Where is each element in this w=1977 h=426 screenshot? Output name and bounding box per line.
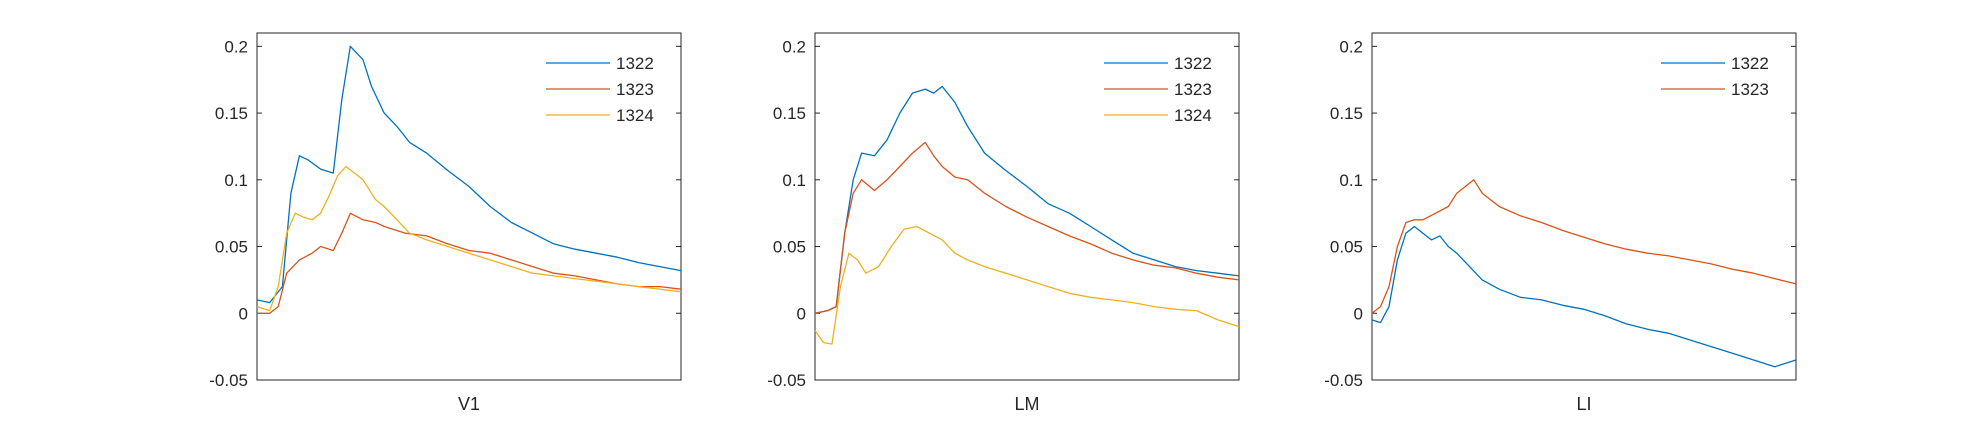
chart-panel-1: -0.05 0 0.05 0.1 0.15 0.2 V1 1322 1323 1324 — [209, 32, 682, 414]
chart-panel-2: -0.05 0 0.05 0.1 0.15 0.2 LM 1322 1323 1324 — [767, 32, 1240, 414]
legend-label-1322: 1322 — [1731, 54, 1769, 73]
y-tick-label: 0.1 — [224, 171, 248, 190]
series-line-1322 — [1371, 225, 1797, 368]
legend-label-1323: 1323 — [1174, 80, 1212, 99]
y-tick-label: 0.05 — [215, 238, 248, 257]
plot-area-frame — [814, 32, 1240, 381]
series-line-1324 — [814, 225, 1240, 345]
y-tick-label: 0.2 — [224, 37, 248, 56]
legend-label-1322: 1322 — [616, 54, 654, 73]
legend-label-1323: 1323 — [1731, 80, 1769, 99]
y-tick-label: 0.05 — [1330, 238, 1363, 257]
y-tick-label: 0 — [239, 304, 248, 323]
y-tick-label: 0 — [1354, 304, 1363, 323]
legend: 1322 1323 1324 — [546, 54, 654, 125]
y-tick-label: -0.05 — [209, 371, 248, 390]
series-line-1323 — [1371, 179, 1797, 314]
plot-area-frame — [1371, 32, 1797, 381]
legend-label-1324: 1324 — [616, 106, 654, 125]
x-axis-label: LI — [1576, 394, 1591, 414]
chart-panel-3: -0.05 0 0.05 0.1 0.15 0.2 LI 1322 1323 — [1324, 32, 1797, 414]
y-tick-label: 0.15 — [1330, 104, 1363, 123]
legend-label-1324: 1324 — [1174, 106, 1212, 125]
y-tick-label: 0.15 — [215, 104, 248, 123]
y-tick-label: 0.05 — [773, 238, 806, 257]
y-tick-label: 0.1 — [1339, 171, 1363, 190]
legend-label-1323: 1323 — [616, 80, 654, 99]
y-tick-label: 0.15 — [773, 104, 806, 123]
plot-area-frame — [256, 32, 682, 381]
legend-label-1322: 1322 — [1174, 54, 1212, 73]
x-axis-label: LM — [1014, 394, 1039, 414]
legend: 1322 1323 — [1661, 54, 1769, 99]
y-tick-label: 0 — [797, 304, 806, 323]
series-line-1324 — [256, 165, 682, 312]
series-line-1322 — [256, 45, 682, 304]
y-tick-label: -0.05 — [1324, 371, 1363, 390]
y-tick-label: -0.05 — [767, 371, 806, 390]
y-tick-label: 0.2 — [782, 37, 806, 56]
panels: -0.05 0 0.05 0.1 0.15 0.2 V1 1322 1323 1324 -0.05 0… — [209, 32, 1797, 414]
series-line-1323 — [257, 212, 682, 314]
series-line-1323 — [814, 141, 1240, 314]
legend: 1322 1323 1324 — [1104, 54, 1212, 125]
y-tick-label: 0.1 — [782, 171, 806, 190]
y-tick-label: 0.2 — [1339, 37, 1363, 56]
series-line-1322 — [814, 85, 1240, 314]
x-axis-label: V1 — [458, 394, 480, 414]
